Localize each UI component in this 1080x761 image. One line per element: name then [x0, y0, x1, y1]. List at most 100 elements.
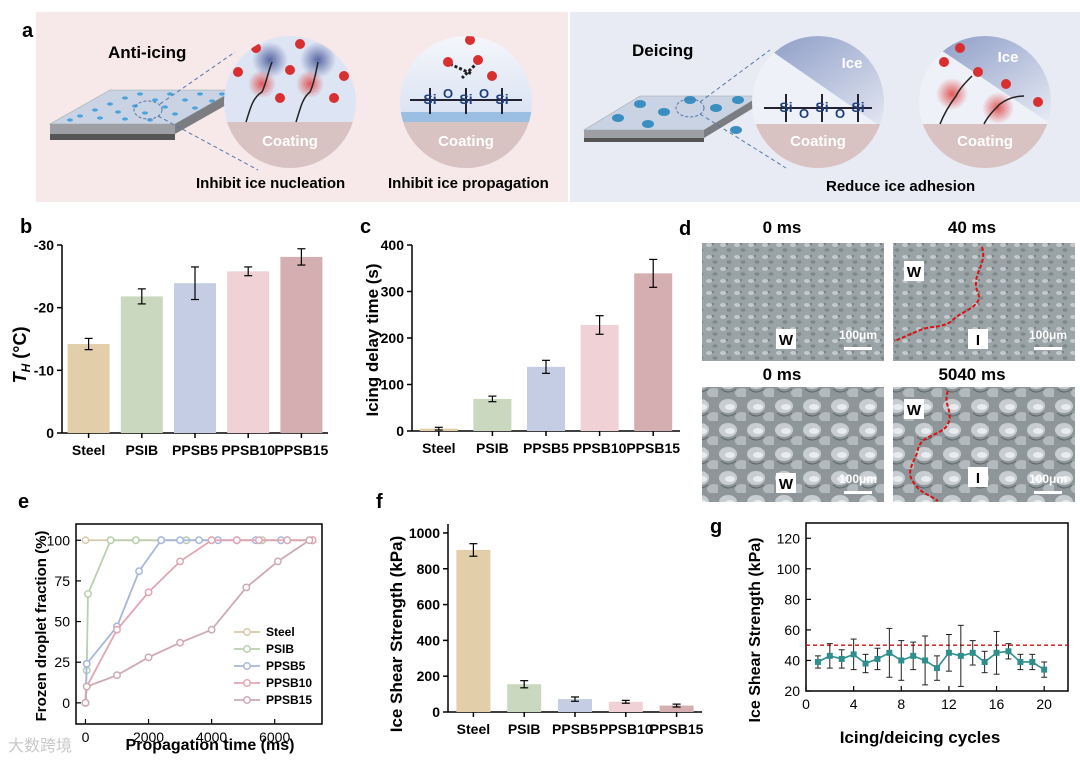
svg-text:W: W: [779, 476, 794, 493]
chart-f-bar: [558, 699, 592, 712]
chart-e-point: [113, 625, 121, 634]
chart-b-ytick-label: 0: [46, 425, 54, 441]
si-atom-label: Si: [851, 99, 864, 115]
chart-g-ytick-label: 40: [784, 652, 800, 668]
chart-e-legend-marker: [243, 645, 251, 653]
chart-f-ytick-label: 600: [417, 597, 441, 613]
chart-e-legend-label: PSIB: [266, 642, 294, 656]
chart-e-xtick-label: 2000: [133, 729, 164, 745]
chart-e-legend-label: Steel: [266, 625, 295, 639]
si-atom-label: Si: [459, 91, 472, 107]
panel-a-label: a: [22, 20, 34, 42]
chart-f-ytick-label: 0: [432, 704, 440, 720]
chart-c-bar: [580, 324, 619, 431]
scale-bar-1: [844, 347, 872, 350]
chart-e-point: [106, 536, 115, 545]
scale-bar-label-1: 100μm: [839, 328, 877, 342]
ice-front-line-1: [893, 246, 985, 342]
chart-g-point: [886, 649, 893, 656]
chart-e-ytick-label: 100: [47, 532, 71, 548]
nucleation-circle: Coating: [224, 36, 356, 168]
chart-g-point: [957, 652, 964, 659]
coating-label-4: Coating: [957, 133, 1013, 150]
coating-label-1: Coating: [262, 133, 318, 150]
nucleation-caption: Inhibit ice nucleation: [196, 175, 345, 192]
marker-i-1: I: [968, 329, 988, 349]
chart-e-point: [176, 557, 185, 566]
scale-bar-3: [844, 491, 872, 494]
chart-c-ytick-label: 400: [381, 237, 405, 253]
chart-e-point: [82, 682, 91, 691]
chart-g-xtick-label: 12: [941, 696, 957, 712]
chart-f-xtick-label: Steel: [457, 721, 490, 737]
marker-w-3: W: [776, 473, 796, 493]
chart-e-frame: [75, 523, 323, 725]
chart-g-xtick-label: 0: [802, 696, 810, 712]
chart-e-ytick-label: 25: [54, 654, 70, 670]
time-label-2: 40 ms: [948, 218, 996, 237]
chart-c-ytick-label: 100: [381, 377, 405, 393]
svg-text:W: W: [907, 402, 922, 419]
si-atom-label: Si: [495, 91, 508, 107]
panel-e-label: e: [18, 491, 29, 513]
chart-f-ylabel: Ice Shear Strength (kPa): [387, 536, 406, 733]
marker-i-2: I: [968, 467, 988, 487]
chart-f-ytick-label: 800: [417, 561, 441, 577]
chart-g-point: [826, 652, 833, 659]
chart-e-ytick-label: 75: [54, 573, 70, 589]
chart-f-xtick-label: PPSB5: [552, 721, 598, 737]
chart-b: b TH (°C) 0 -10 -20 -30 Steel PSIB PPSB5 PPSB10…: [10, 216, 328, 458]
chart-e-point: [113, 671, 121, 680]
chart-e-xlabel: Propagation time (ms): [126, 737, 295, 754]
chart-c-bar: [634, 273, 673, 431]
chart-e-series-line: [84, 539, 313, 703]
chart-e-legend-marker: [243, 662, 251, 670]
chart-f-bar: [456, 549, 491, 712]
chart-e-ytick-label: 0: [62, 695, 70, 711]
chart-f-xtick-label: PPSB10: [599, 721, 653, 737]
time-label-3: 0 ms: [763, 365, 802, 384]
scale-bar-label-4: 100μm: [1029, 472, 1067, 486]
panel-c-label: c: [360, 216, 371, 238]
chart-b-bar: [120, 296, 163, 433]
chart-e-legend-marker: [243, 679, 251, 687]
panel-a-schematic: Coating Si O Si O Si Coating Anti-icing …: [36, 12, 1080, 202]
chart-g-point: [862, 660, 869, 667]
scale-bar-2: [1034, 347, 1062, 350]
chart-f-ytick-label: 200: [417, 668, 441, 684]
panel-b-label: b: [20, 216, 32, 238]
ice-label-1: Ice: [842, 55, 863, 72]
ice-label-2: Ice: [998, 49, 1019, 66]
chart-e-point: [207, 625, 216, 634]
o-atom-label: O: [799, 106, 809, 121]
chart-g-xtick-label: 8: [897, 696, 905, 712]
adhesion-circle: Ice Si O Si O Si Coating: [752, 36, 884, 168]
chart-e: e Frozen droplet fraction (%) Propagatio…: [18, 491, 323, 754]
chart-g-point: [910, 652, 917, 659]
chart-g-ytick-label: 60: [784, 622, 800, 638]
chart-g-point: [814, 658, 821, 665]
chart-e-point: [135, 567, 144, 576]
panel-f-label: f: [376, 491, 383, 513]
chart-g-point: [922, 657, 929, 664]
chart-e-xtick-label: 4000: [196, 729, 227, 745]
chart-c-xtick-label: PPSB5: [523, 440, 569, 456]
chart-g-point: [874, 655, 881, 662]
si-atom-label: Si: [423, 91, 436, 107]
o-atom-label: O: [443, 86, 453, 101]
chart-e-point: [81, 536, 90, 545]
si-atom-label: Si: [779, 99, 792, 115]
chart-f-xtick-label: PPSB15: [650, 721, 704, 737]
chart-g-point: [838, 655, 845, 662]
chart-e-legend-label: PPSB15: [266, 693, 312, 707]
ice-front-line-2: [909, 390, 951, 502]
panel-d-label: d: [679, 218, 692, 240]
chart-g-point: [1005, 648, 1012, 655]
chart-g-ytick-label: 80: [784, 591, 800, 607]
svg-text:W: W: [907, 264, 922, 281]
chart-g-xtick-label: 20: [1036, 696, 1052, 712]
scale-bar-4: [1034, 491, 1062, 494]
chart-g-point: [1041, 666, 1048, 673]
chart-g-xtick-label: 16: [989, 696, 1005, 712]
chart-e-point: [82, 659, 91, 668]
